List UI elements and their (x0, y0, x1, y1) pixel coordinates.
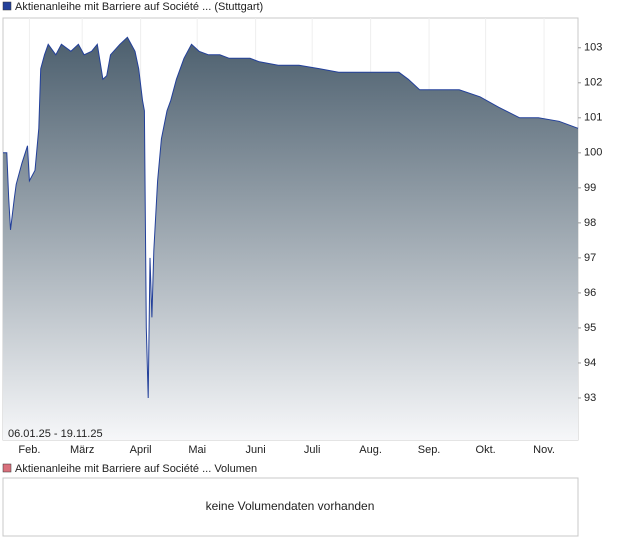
x-tick-label: April (130, 444, 152, 456)
y-tick-label: 93 (584, 392, 596, 404)
x-tick-label: Juli (304, 444, 321, 456)
y-tick-label: 98 (584, 217, 596, 229)
y-tick-label: 97 (584, 252, 596, 264)
legend-swatch (2, 1, 12, 11)
price-area (3, 37, 578, 441)
price-line (3, 36, 579, 399)
y-tick-label: 96 (584, 287, 596, 299)
legend-swatch (2, 463, 12, 473)
x-tick-label: Nov. (533, 444, 555, 456)
x-tick-label: Aug. (359, 444, 382, 456)
x-tick-label: Feb. (18, 444, 40, 456)
y-tick-label: 103 (584, 42, 602, 54)
x-tick-label: März (70, 444, 94, 456)
y-tick-label: 102 (584, 77, 602, 89)
x-tick-label: Juni (246, 444, 266, 456)
x-tick-label: Sep. (418, 444, 441, 456)
x-tick-label: Okt. (476, 444, 496, 456)
y-tick-label: 94 (584, 357, 596, 369)
legend-label: Aktienanleihe mit Barriere auf Société .… (15, 1, 263, 13)
y-tick-label: 101 (584, 112, 602, 124)
date-range: 06.01.25 - 19.11.25 (8, 428, 103, 440)
volume-message: keine Volumendaten vorhanden (206, 499, 375, 513)
x-tick-label: Mai (188, 444, 206, 456)
volume-frame (2, 477, 579, 537)
y-tick-label: 99 (584, 182, 596, 194)
y-tick-label: 100 (584, 147, 602, 159)
y-tick-label: 95 (584, 322, 596, 334)
legend-label: Aktienanleihe mit Barriere auf Société .… (15, 463, 257, 475)
